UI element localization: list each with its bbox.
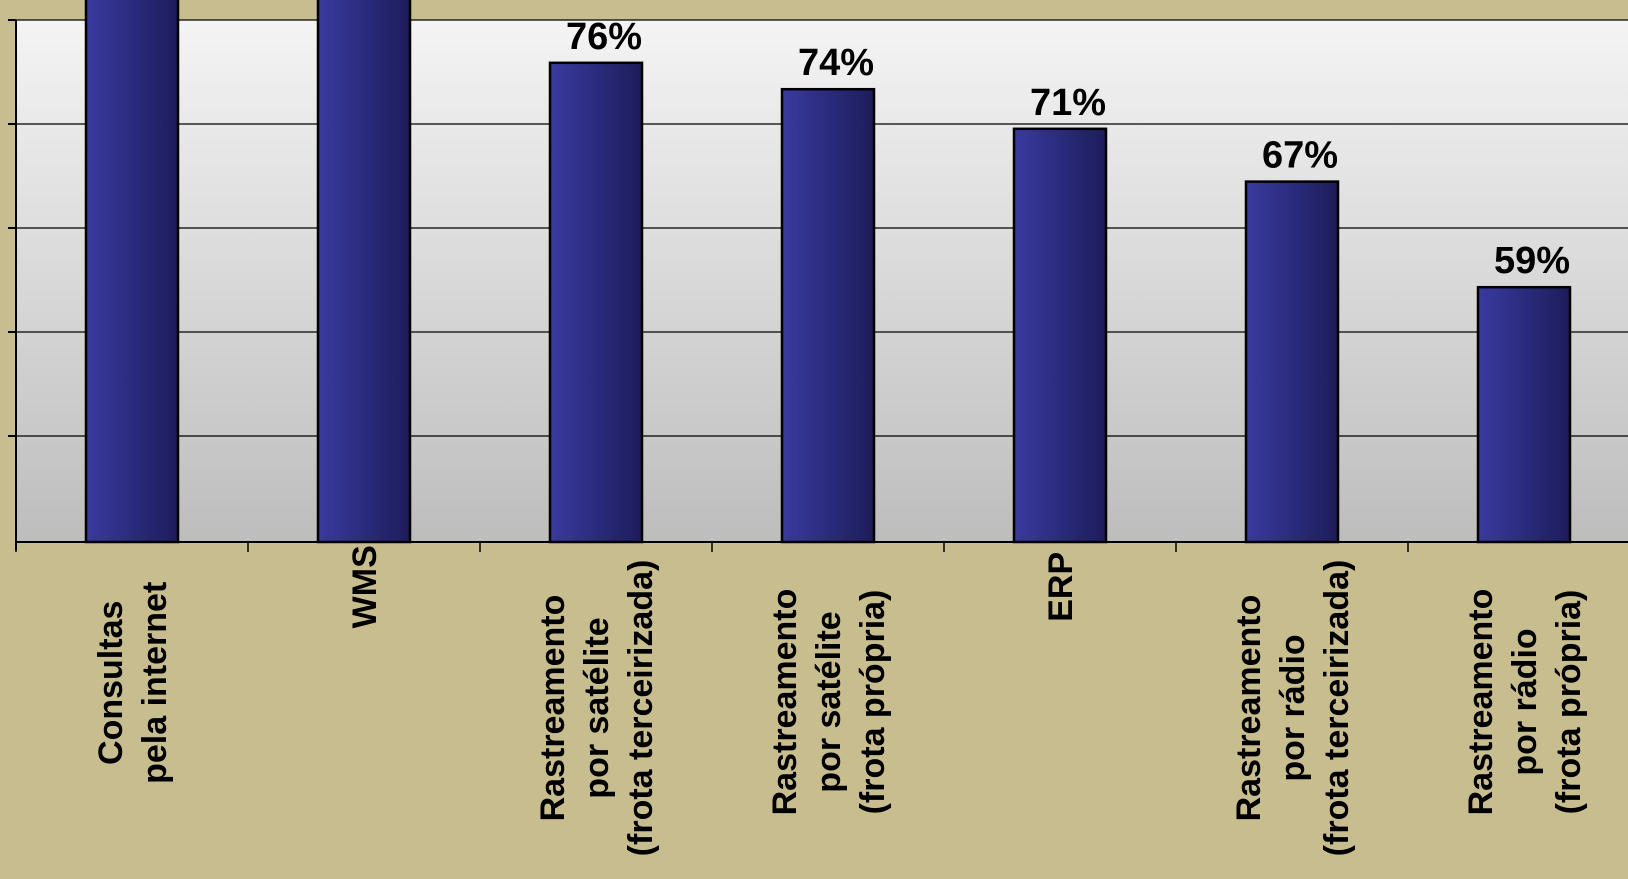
category-label-text: Rastreamento por satélite (frota própria) (766, 589, 892, 816)
data-label: 76% (566, 16, 642, 58)
bar (1244, 180, 1340, 544)
category-label: Consultas pela internet (92, 582, 174, 784)
bar (316, 0, 412, 544)
category-label-line: ERP (1042, 552, 1080, 622)
data-label: 59% (1494, 240, 1570, 282)
category-label-line: WMS (346, 545, 384, 628)
category-label-line: por rádio (1506, 628, 1544, 775)
category-label: Rastreamento por satélite (frota terceiriz… (534, 560, 660, 857)
data-label: 74% (798, 42, 874, 84)
category-label-text: Consultas pela internet (92, 582, 174, 784)
category-label-line: pela internet (136, 582, 174, 784)
category-label-line: (frota terceirizada) (1318, 560, 1356, 857)
category-label-text: Rastreamento por satélite (frota terceiriz… (534, 560, 660, 857)
data-labels: 90%87%76%74%71%67%59% (566, 16, 1570, 282)
bar (548, 61, 644, 544)
category-label-text: ERP (1042, 552, 1080, 622)
data-label: 67% (1262, 135, 1338, 177)
category-label: Rastreamento por rádio (frota própria) (1462, 589, 1588, 816)
category-label: Rastreamento por rádio (frota terceirizada… (1230, 560, 1356, 857)
data-label: 71% (1030, 82, 1106, 124)
category-label-line: por satélite (810, 611, 848, 792)
category-label-text: Rastreamento por rádio (frota própria) (1462, 589, 1588, 816)
category-label-line: (frota terceirizada) (622, 560, 660, 857)
category-label: Rastreamento por satélite (frota própria) (766, 589, 892, 816)
bar (84, 0, 180, 544)
category-label-line: por rádio (1274, 634, 1312, 781)
category-label-line: por satélite (578, 617, 616, 798)
category-label-text: Rastreamento por rádio (frota terceirizada… (1230, 560, 1356, 857)
category-label-line: (frota própria) (854, 590, 892, 815)
category-label-text: WMS (346, 545, 384, 628)
category-label-line: Rastreamento (766, 589, 804, 816)
category-label: WMS (346, 545, 384, 628)
bar (1476, 285, 1572, 544)
x-axis (8, 19, 1628, 552)
bars (84, 0, 1572, 544)
category-label-line: Rastreamento (534, 595, 572, 822)
category-label-line: (frota própria) (1550, 590, 1588, 815)
category-label-line: Rastreamento (1462, 589, 1500, 816)
bar (1012, 127, 1108, 544)
category-label: ERP (1042, 552, 1080, 622)
category-label-line: Rastreamento (1230, 595, 1268, 822)
bar (780, 87, 876, 544)
category-label-line: Consultas (92, 601, 130, 765)
